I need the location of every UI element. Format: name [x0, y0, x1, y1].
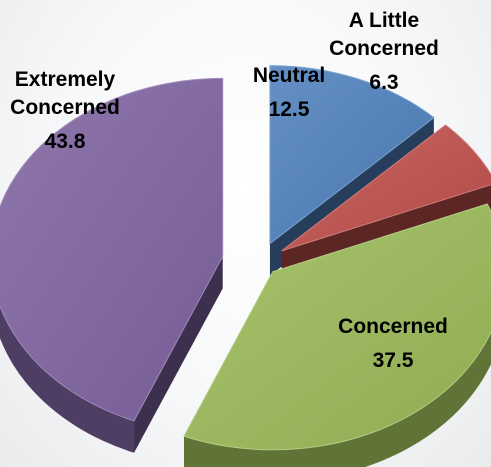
slice-label-concerned-value: 37.5 [372, 349, 414, 372]
slice-label-neutral: Neutral 12.5 [247, 62, 331, 124]
slice-label-a-little-concerned: A Little Concerned 6.3 [329, 7, 439, 97]
slice-label-concerned: Concerned 37.5 [334, 313, 452, 375]
slice-label-concerned-name: Concerned [338, 315, 448, 338]
slice-label-neutral-value: 12.5 [268, 98, 310, 121]
pie-slice-concerned [183, 203, 491, 467]
slice-label-extremely-concerned-name-2: Concerned [10, 96, 120, 119]
slice-label-neutral-name: Neutral [252, 64, 326, 87]
slice-label-extremely-concerned-value: 43.8 [44, 130, 86, 153]
pie-slice-a-little-concerned-top [281, 124, 491, 252]
pie-slice-neutral-top [269, 65, 435, 245]
pie-slice-extremely-concerned-side-0 [0, 305, 135, 453]
pie-slice-extremely-concerned-top [0, 77, 224, 422]
slice-label-a-little-concerned-name-2: Concerned [329, 37, 439, 60]
pie-slice-concerned-side-0 [184, 331, 491, 467]
slice-label-a-little-concerned-value: 6.3 [369, 71, 399, 94]
slice-label-extremely-concerned-name-1: Extremely [14, 68, 116, 91]
pie-slice-extremely-concerned [0, 77, 224, 453]
pie-slice-concerned-top [183, 203, 491, 451]
slice-label-extremely-concerned: Extremely Concerned 43.8 [4, 66, 126, 156]
slice-label-a-little-concerned-name-1: A Little [348, 9, 420, 32]
pie-slice-extremely-concerned-wall-start [134, 256, 223, 453]
